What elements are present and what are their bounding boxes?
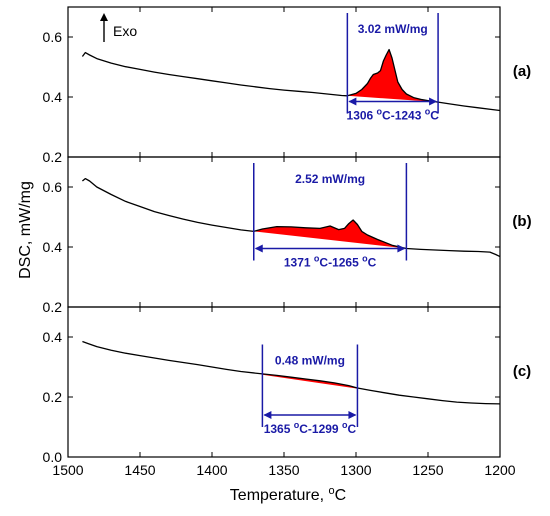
- peak-range-label: 1365 oC-1299 oC: [264, 420, 357, 436]
- range-mid: C-1299: [299, 422, 342, 436]
- x-tick-label: 1200: [484, 462, 515, 478]
- range-end: C: [430, 109, 439, 123]
- range-start: 1371: [284, 256, 314, 270]
- x-axis-title-text: Temperature,: [230, 487, 329, 504]
- panel-label: (a): [513, 63, 531, 80]
- degree-mark: o: [342, 420, 348, 430]
- peak-area: [253, 220, 407, 249]
- y-tick-label: 0.4: [43, 89, 63, 105]
- degree-mark: o: [294, 420, 300, 430]
- peak-height-label: 0.48 mW/mg: [275, 354, 345, 368]
- y-tick-label: 0.4: [43, 239, 63, 255]
- range-start: 1306: [347, 109, 377, 123]
- degree-mark: o: [362, 254, 368, 264]
- peak-range-label: 1306 oC-1243 oC: [347, 107, 440, 123]
- y-tick-label: 0.6: [43, 29, 63, 45]
- arrowhead-left: [348, 97, 357, 106]
- x-axis-title-unit: C: [335, 487, 347, 504]
- peak-range-label: 1371 oC-1265 oC: [284, 254, 377, 270]
- x-tick-label: 1400: [196, 462, 227, 478]
- degree-mark: o: [425, 107, 431, 117]
- x-tick-label: 1250: [412, 462, 443, 478]
- x-axis-title: Temperature, oC: [230, 485, 346, 504]
- dsc-curve: [82, 340, 501, 405]
- dsc-curve: [81, 177, 501, 258]
- y-tick-label: 0.6: [43, 179, 63, 195]
- exo-arrowhead: [100, 13, 108, 21]
- arrowhead-right: [429, 97, 438, 106]
- range-mid: C-1243: [382, 109, 425, 123]
- range-mid: C-1265: [319, 256, 362, 270]
- x-axis-title-degree: o: [329, 485, 335, 497]
- panel-label: (c): [513, 363, 531, 380]
- arrowhead-left: [254, 244, 263, 253]
- peak-height-label: 3.02 mW/mg: [358, 22, 428, 36]
- y-tick-label: 0.4: [43, 329, 63, 345]
- x-tick-label: 1450: [124, 462, 155, 478]
- dsc-curve: [81, 48, 501, 112]
- y-tick-label: 0.0: [43, 449, 63, 465]
- arrowhead-right: [397, 244, 406, 253]
- x-tick-label: 1350: [268, 462, 299, 478]
- peak-area: [262, 373, 358, 389]
- range-end: C: [347, 422, 356, 436]
- panel-label: (b): [512, 213, 531, 230]
- exo-label: Exo: [113, 23, 137, 39]
- range-end: C: [368, 256, 377, 270]
- arrowhead-right: [348, 411, 357, 419]
- x-tick-label: 1500: [52, 462, 83, 478]
- x-tick-label: 1300: [340, 462, 371, 478]
- peak-height-label: 2.52 mW/mg: [295, 172, 365, 186]
- y-tick-label: 0.2: [43, 149, 63, 165]
- y-tick-label: 0.2: [43, 299, 63, 315]
- range-start: 1365: [264, 422, 294, 436]
- degree-mark: o: [314, 254, 320, 264]
- peak-area: [347, 49, 439, 103]
- degree-mark: o: [377, 107, 383, 117]
- x-axis: 1500 1450 1400 1350 1300 1250 1200: [52, 462, 515, 478]
- y-axis-title: DSC, mW/mg: [17, 181, 34, 279]
- y-tick-label: 0.2: [43, 389, 63, 405]
- arrowhead-left: [263, 411, 272, 419]
